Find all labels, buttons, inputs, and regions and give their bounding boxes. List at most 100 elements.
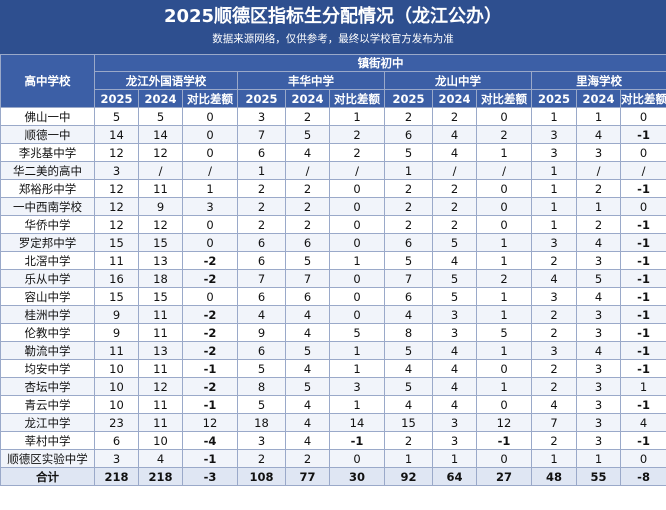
value-cell: 12 xyxy=(94,143,139,162)
sub-column-header: 对比差额 xyxy=(619,89,666,108)
diff-cell: -2 xyxy=(182,323,238,342)
diff-cell: 1 xyxy=(619,377,666,396)
value-cell: / xyxy=(432,161,477,180)
value-cell: 3 xyxy=(576,251,621,270)
value-cell: 18 xyxy=(237,413,286,432)
value-cell: 16 xyxy=(94,269,139,288)
diff-cell: -1 xyxy=(619,215,666,234)
value-cell: 1 xyxy=(237,161,286,180)
value-cell: 18 xyxy=(138,269,183,288)
diff-cell: -1 xyxy=(619,269,666,288)
sub-column-header: 2025 xyxy=(531,89,577,108)
value-cell: 7 xyxy=(384,269,433,288)
value-cell: 2 xyxy=(384,107,433,126)
value-cell: 3 xyxy=(576,323,621,342)
value-cell: 3 xyxy=(432,431,477,450)
value-cell: 1 xyxy=(531,449,577,468)
value-cell: 6 xyxy=(237,251,286,270)
value-cell: 3 xyxy=(237,431,286,450)
diff-cell: 5 xyxy=(329,323,385,342)
value-cell: 9 xyxy=(94,305,139,324)
value-cell: 2 xyxy=(432,197,477,216)
value-cell: 1 xyxy=(531,179,577,198)
page-subtitle: 数据来源网络，仅供参考，最终以学校官方发布为准 xyxy=(212,33,454,45)
value-cell: 4 xyxy=(432,359,477,378)
value-cell: 4 xyxy=(576,341,621,360)
value-cell: 6 xyxy=(237,143,286,162)
value-cell: 4 xyxy=(576,233,621,252)
value-cell: 1 xyxy=(384,161,433,180)
value-cell: 1 xyxy=(531,161,577,180)
diff-cell: -1 xyxy=(619,287,666,306)
diff-cell: -3 xyxy=(182,467,238,486)
value-cell: 3 xyxy=(576,305,621,324)
value-cell: / xyxy=(576,161,621,180)
diff-cell: 0 xyxy=(329,179,385,198)
value-cell: 5 xyxy=(285,377,330,396)
value-cell: 13 xyxy=(138,251,183,270)
diff-cell: -1 xyxy=(182,395,238,414)
diff-cell: 0 xyxy=(182,125,238,144)
table-row: 均安中学 10 11 -1 5 4 1 4 4 0 2 3 -1 xyxy=(0,359,666,378)
diff-cell: 1 xyxy=(476,377,532,396)
value-cell: 11 xyxy=(138,305,183,324)
table-row: 青云中学 10 11 -1 5 4 1 4 4 0 4 3 -1 xyxy=(0,395,666,414)
value-cell: 5 xyxy=(285,125,330,144)
table-row: 顺德区实验中学 3 4 -1 2 2 0 1 1 0 1 1 0 xyxy=(0,449,666,468)
value-cell: 4 xyxy=(285,395,330,414)
diff-cell: 2 xyxy=(476,269,532,288)
value-cell: 1 xyxy=(531,197,577,216)
diff-cell: 0 xyxy=(329,305,385,324)
diff-cell: 0 xyxy=(476,179,532,198)
value-cell: 2 xyxy=(237,179,286,198)
diff-cell: -1 xyxy=(476,431,532,450)
value-cell: 4 xyxy=(384,395,433,414)
diff-cell: -1 xyxy=(619,341,666,360)
value-cell: 5 xyxy=(432,287,477,306)
value-cell: 2 xyxy=(531,251,577,270)
table-row: 李兆基中学 12 12 0 6 4 2 5 4 1 3 3 0 xyxy=(0,143,666,162)
value-cell: 3 xyxy=(237,107,286,126)
table-row: 容山中学 15 15 0 6 6 0 6 5 1 3 4 -1 xyxy=(0,287,666,306)
value-cell: 6 xyxy=(285,287,330,306)
diff-cell: 0 xyxy=(182,287,238,306)
value-cell: 3 xyxy=(576,413,621,432)
diff-cell: 2 xyxy=(329,125,385,144)
value-cell: 3 xyxy=(432,305,477,324)
school-name: 容山中学 xyxy=(0,287,95,306)
value-cell: 2 xyxy=(432,215,477,234)
value-cell: 7 xyxy=(237,269,286,288)
diff-cell: -2 xyxy=(182,377,238,396)
value-cell: 5 xyxy=(432,233,477,252)
value-cell: 2 xyxy=(531,323,577,342)
value-cell: 8 xyxy=(384,323,433,342)
diff-cell: 0 xyxy=(619,449,666,468)
value-cell: 12 xyxy=(94,197,139,216)
value-cell: 1 xyxy=(384,449,433,468)
school-name: 乐从中学 xyxy=(0,269,95,288)
diff-cell: -2 xyxy=(182,305,238,324)
title-bar: 2025顺德区指标生分配情况（龙江公办） 数据来源网络，仅供参考，最终以学校官方… xyxy=(0,0,666,54)
value-cell: 3 xyxy=(576,395,621,414)
middle-school-header: 里海学校 xyxy=(530,71,666,90)
diff-cell: 0 xyxy=(329,269,385,288)
school-name: 龙江中学 xyxy=(0,413,95,432)
value-cell: 4 xyxy=(576,287,621,306)
total-row: 合计 218 218 -3 108 77 30 92 64 27 48 55 -8 xyxy=(0,467,666,486)
diff-cell: 0 xyxy=(476,449,532,468)
value-cell: 4 xyxy=(432,143,477,162)
value-cell: 11 xyxy=(138,359,183,378)
value-cell: 14 xyxy=(94,125,139,144)
value-cell: 6 xyxy=(237,287,286,306)
table-row: 乐从中学 16 18 -2 7 7 0 7 5 2 4 5 -1 xyxy=(0,269,666,288)
value-cell: 3 xyxy=(576,377,621,396)
diff-cell: 1 xyxy=(329,359,385,378)
value-cell: / xyxy=(285,161,330,180)
value-cell: / xyxy=(138,161,183,180)
diff-cell: 0 xyxy=(476,215,532,234)
table-row: 勒流中学 11 13 -2 6 5 1 5 4 1 3 4 -1 xyxy=(0,341,666,360)
value-cell: 10 xyxy=(94,377,139,396)
diff-cell: -1 xyxy=(619,125,666,144)
value-cell: 5 xyxy=(138,107,183,126)
diff-cell: 1 xyxy=(329,341,385,360)
